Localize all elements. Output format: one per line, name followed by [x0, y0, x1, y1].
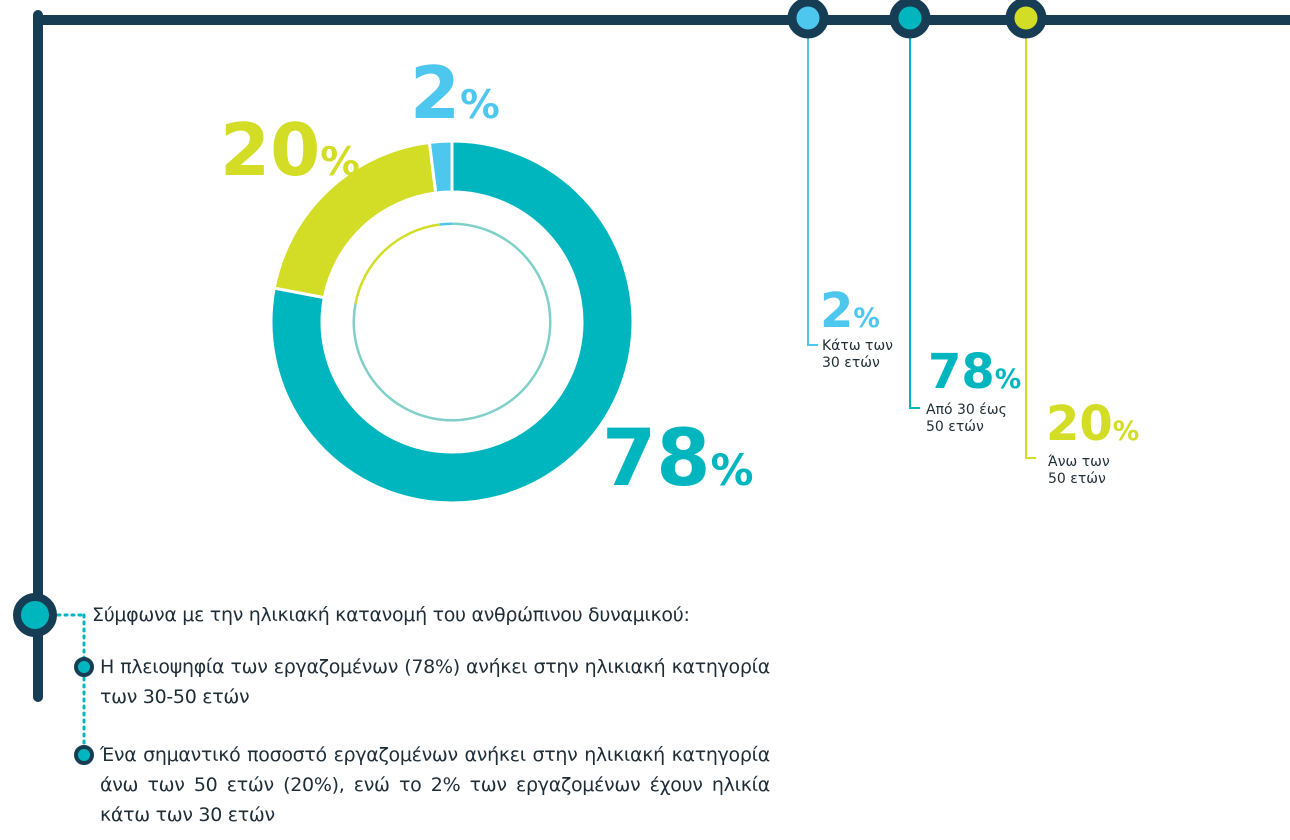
legend-label: Κάτω των 30 ετών — [822, 338, 893, 371]
intro-text: Σύμφωνα με την ηλικιακή κατανομή του ανθ… — [92, 604, 690, 626]
legend-leader — [807, 30, 818, 346]
bullet-dot — [74, 745, 94, 765]
value-label: 78% — [602, 414, 754, 504]
legend-marker — [787, 0, 829, 39]
legend-leader — [1025, 30, 1036, 459]
value-label: 20% — [1046, 396, 1139, 452]
legend-marker — [1005, 0, 1047, 39]
inner-ring-slice — [439, 222, 452, 226]
legend-label: Άνω των 50 ετών — [1048, 454, 1110, 487]
bullet-dot — [74, 657, 94, 677]
legend-leader — [909, 30, 920, 409]
bullet-circle — [13, 593, 57, 637]
legend-marker — [889, 0, 931, 39]
bullet-text: Η πλειοψηφία των εργαζομένων (78%) ανήκε… — [100, 656, 770, 708]
donut-slice — [269, 139, 635, 505]
donut-slice — [272, 140, 438, 300]
value-label: 78% — [928, 344, 1021, 400]
value-label: 2% — [410, 51, 500, 135]
value-label: 2% — [820, 283, 880, 339]
legend-label: Από 30 έως 50 ετών — [926, 402, 1007, 435]
inner-ring-slice — [354, 223, 440, 304]
value-label: 20% — [220, 108, 360, 192]
bullet-text: Ένα σημαντικό ποσοστό εργαζομένων ανήκει… — [100, 744, 770, 826]
